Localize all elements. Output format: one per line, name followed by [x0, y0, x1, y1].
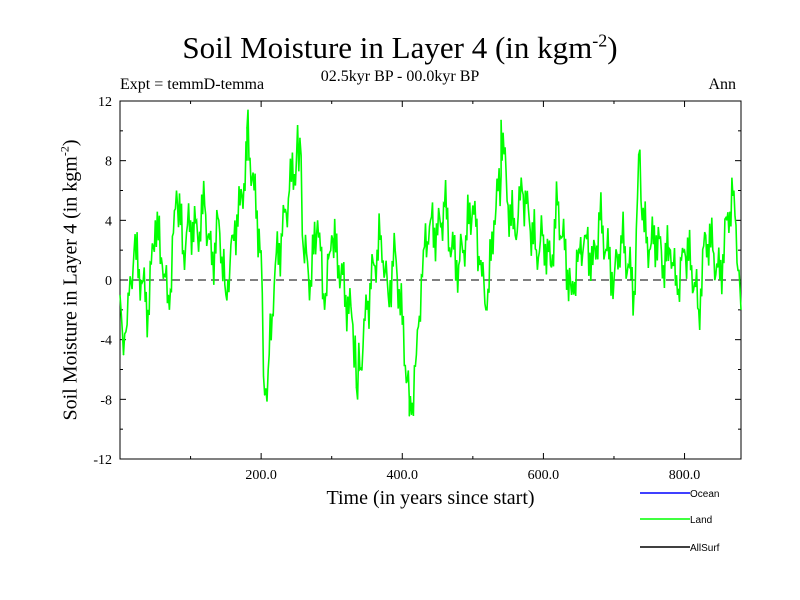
data-point-land-peak	[410, 413, 413, 416]
y-tick-label: 12	[98, 95, 112, 110]
chart-subtitle: 02.5kyr BP - 00.0kyr BP	[320, 68, 480, 85]
data-point-land-peak	[299, 137, 301, 140]
y-tick-label: -4	[100, 334, 112, 349]
legend: Ocean Land AllSurf	[640, 489, 720, 554]
data-point-land-peak	[637, 153, 640, 156]
x-tick-label: 400.0	[387, 468, 419, 483]
x-tick-label: 600.0	[528, 468, 560, 483]
title-superscript: -2	[592, 30, 608, 51]
series-line-land	[119, 109, 742, 417]
legend-label-ocean: Ocean	[690, 489, 719, 500]
legend-label-land: Land	[690, 515, 712, 526]
y-tick-label: 4	[105, 214, 112, 229]
x-tick-label: 800.0	[669, 468, 701, 483]
y-tick-label: -8	[100, 393, 112, 408]
data-point-land-peak	[408, 414, 411, 417]
y-tick-label: 0	[105, 274, 112, 289]
y-tick-label: 8	[105, 155, 112, 170]
data-point-land-peak	[263, 394, 266, 396]
season-label: Ann	[708, 76, 736, 93]
data-point-land-peak	[122, 353, 125, 356]
experiment-label: Expt = temmD-temma	[120, 76, 265, 93]
chart-title: Soil Moisture in Layer 4 (in kgm-2)	[182, 30, 618, 65]
data-point-land-peak	[246, 127, 248, 129]
data-point-land-peak	[500, 119, 502, 122]
x-axis-label: Time (in years since start)	[326, 487, 535, 509]
legend-label-allsurf: AllSurf	[690, 543, 720, 554]
data-point-land-peak	[355, 386, 358, 389]
x-tick-label: 200.0	[245, 468, 277, 483]
y-tick-label: -12	[93, 453, 112, 468]
data-series	[119, 109, 742, 417]
axis-ticks: -12 -8 -4 0 4 8 12 200.0 400.0 600.0 800.0	[93, 95, 741, 483]
